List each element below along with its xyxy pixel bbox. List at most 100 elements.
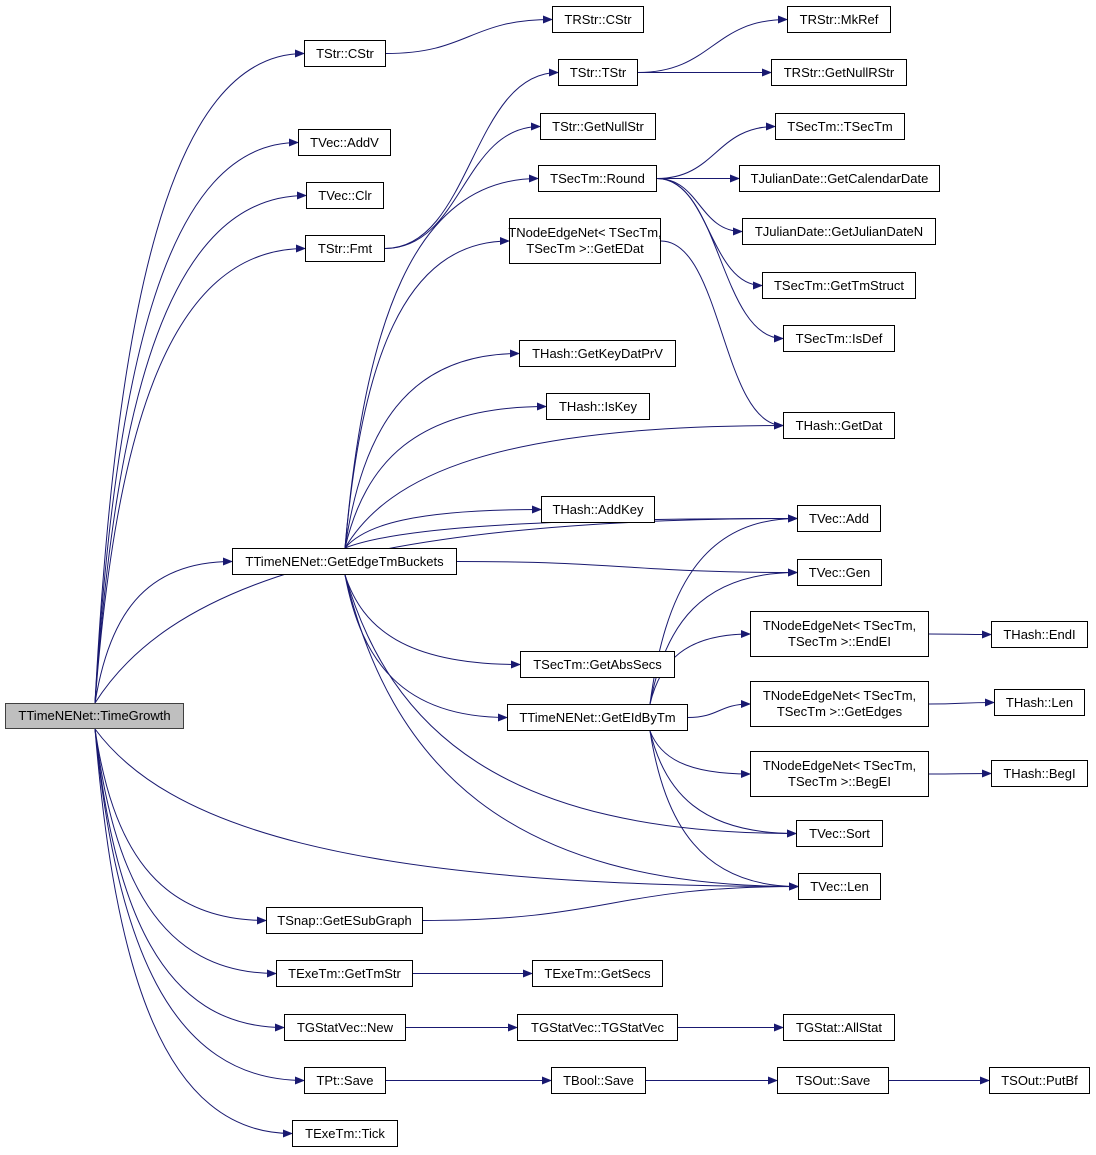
edge-buckets-to-keydatprv [344,349,520,549]
node-label: TVec::Clr [318,187,372,203]
node-gstatctor[interactable]: TGStatVec::TGStatVec [517,1014,678,1041]
node-getsecs[interactable]: TExeTm::GetSecs [532,960,663,987]
node-label: THash::EndI [1003,626,1076,642]
node-label: TVec::Gen [808,564,871,580]
node-label: TTimeNENet::TimeGrowth [18,708,171,723]
node-label: TRStr::GetNullRStr [783,64,895,80]
node-getedges[interactable]: TNodeEdgeNet< TSecTm, TSecTm >::GetEdges [750,681,929,727]
node-label: TSecTm::GetTmStruct [773,277,904,293]
node-clr[interactable]: TVec::Clr [306,182,384,209]
node-tick[interactable]: TExeTm::Tick [292,1120,398,1147]
node-gstatnew[interactable]: TGStatVec::New [284,1014,406,1041]
edge-eidbytm-to-endei [649,630,751,705]
edge-esubgraph-to-veclen [422,882,799,921]
node-label: THash::AddKey [552,501,644,517]
edge-buckets-to-getdat [344,421,784,549]
node-putbf[interactable]: TSOut::PutBf [989,1067,1090,1094]
edge-buckets-to-veclen [344,574,799,891]
node-hashbegi[interactable]: THash::BegI [991,760,1088,787]
node-label: TVec::Add [809,510,869,526]
node-vecgen[interactable]: TVec::Gen [797,559,882,586]
node-fmt[interactable]: TStr::Fmt [305,235,385,262]
node-label: TNodeEdgeNet< TSecTm, [508,225,662,240]
node-label: TSecTm >::GetEDat [526,241,644,256]
node-iskey[interactable]: THash::IsKey [546,393,650,420]
node-calendar[interactable]: TJulianDate::GetCalendarDate [739,165,940,192]
node-tsectm[interactable]: TSecTm::TSecTm [775,113,905,140]
node-label: TExeTm::GetTmStr [288,965,401,981]
node-hashendi[interactable]: THash::EndI [991,621,1088,648]
node-hashlen[interactable]: THash::Len [994,689,1085,716]
edge-root-to-gettmstr [94,728,277,978]
node-label: TSOut::PutBf [1001,1072,1078,1088]
node-label: TStr::CStr [316,45,374,61]
edge-strtstr-to-mkref [637,15,788,73]
node-label: TSecTm::Round [550,170,645,186]
node-mkref[interactable]: TRStr::MkRef [787,6,891,33]
node-juliann[interactable]: TJulianDate::GetJulianDateN [742,218,936,245]
node-eidbytm[interactable]: TTimeNENet::GetEIdByTm [507,704,688,731]
node-soutsave[interactable]: TSOut::Save [777,1067,889,1094]
node-getedat[interactable]: TNodeEdgeNet< TSecTm, TSecTm >::GetEDat [508,218,662,264]
edge-root-to-addv [94,138,299,704]
node-addv[interactable]: TVec::AddV [298,129,391,156]
node-label: TSecTm >::EndEI [788,634,891,649]
edge-eidbytm-to-getedges [687,700,751,718]
node-endei[interactable]: TNodeEdgeNet< TSecTm, TSecTm >::EndEI [750,611,929,657]
node-label: TVec::Len [810,878,869,894]
node-isdef[interactable]: TSecTm::IsDef [783,325,895,352]
node-tmstruct[interactable]: TSecTm::GetTmStruct [762,272,916,299]
node-label: TSecTm >::BegEI [788,774,891,789]
node-round[interactable]: TSecTm::Round [538,165,657,192]
node-gettmstr[interactable]: TExeTm::GetTmStr [276,960,413,987]
edge-eidbytm-to-veclen [649,730,799,891]
node-addkey[interactable]: THash::AddKey [541,496,655,523]
node-label: TJulianDate::GetJulianDateN [754,223,924,239]
node-label: TVec::AddV [310,134,379,150]
node-getdat[interactable]: THash::GetDat [783,412,895,439]
edge-getedges-to-hashlen [928,698,995,707]
node-keydatprv[interactable]: THash::GetKeyDatPrV [519,340,676,367]
node-label: TExeTm::Tick [305,1125,385,1141]
edge-buckets-to-vecgen [456,561,798,577]
node-getnullrstr[interactable]: TRStr::GetNullRStr [771,59,907,86]
node-label: TSOut::Save [795,1072,871,1088]
node-label: THash::GetKeyDatPrV [532,345,663,361]
node-buckets[interactable]: TTimeNENet::GetEdgeTmBuckets [232,548,457,575]
node-strcstr[interactable]: TStr::CStr [304,40,386,67]
node-rstrcstr[interactable]: TRStr::CStr [552,6,644,33]
edge-buckets-to-round [344,174,539,549]
node-vecadd[interactable]: TVec::Add [797,505,881,532]
node-begei[interactable]: TNodeEdgeNet< TSecTm, TSecTm >::BegEI [750,751,929,797]
edge-buckets-to-addkey [344,505,542,549]
edge-fmt-to-strtstr [384,68,559,249]
node-label: TTimeNENet::GetEdgeTmBuckets [245,553,444,569]
node-label: TStr::GetNullStr [552,118,644,134]
node-label: TStr::TStr [569,64,627,80]
node-esubgraph[interactable]: TSnap::GetESubGraph [266,907,423,934]
node-boolsave[interactable]: TBool::Save [551,1067,646,1094]
node-allstat[interactable]: TGStat::AllStat [783,1014,895,1041]
edge-root-to-ptsave [94,728,305,1085]
node-label: TPt::Save [316,1072,374,1088]
node-vecsort[interactable]: TVec::Sort [796,820,883,847]
edge-root-to-tick [94,728,293,1138]
node-label: TExeTm::GetSecs [544,965,651,981]
edge-eidbytm-to-begei [649,730,751,778]
node-label: THash::BegI [1003,765,1076,781]
edge-eidbytm-to-vecsort [649,730,797,838]
node-abssecs[interactable]: TSecTm::GetAbsSecs [520,651,675,678]
node-root[interactable]: TTimeNENet::TimeGrowth [5,703,184,729]
node-label: TSecTm::GetAbsSecs [533,656,662,672]
node-label: TTimeNENet::GetEIdByTm [519,709,676,725]
node-strtstr[interactable]: TStr::TStr [558,59,638,86]
node-ptsave[interactable]: TPt::Save [304,1067,386,1094]
edge-fmt-to-getnullstr [384,122,541,249]
edge-round-to-tsectm [656,122,776,179]
edge-round-to-isdef [656,178,784,343]
node-label: TGStatVec::TGStatVec [531,1019,664,1035]
node-veclen[interactable]: TVec::Len [798,873,881,900]
node-getnullstr[interactable]: TStr::GetNullStr [540,113,656,140]
edge-round-to-juliann [656,178,743,236]
